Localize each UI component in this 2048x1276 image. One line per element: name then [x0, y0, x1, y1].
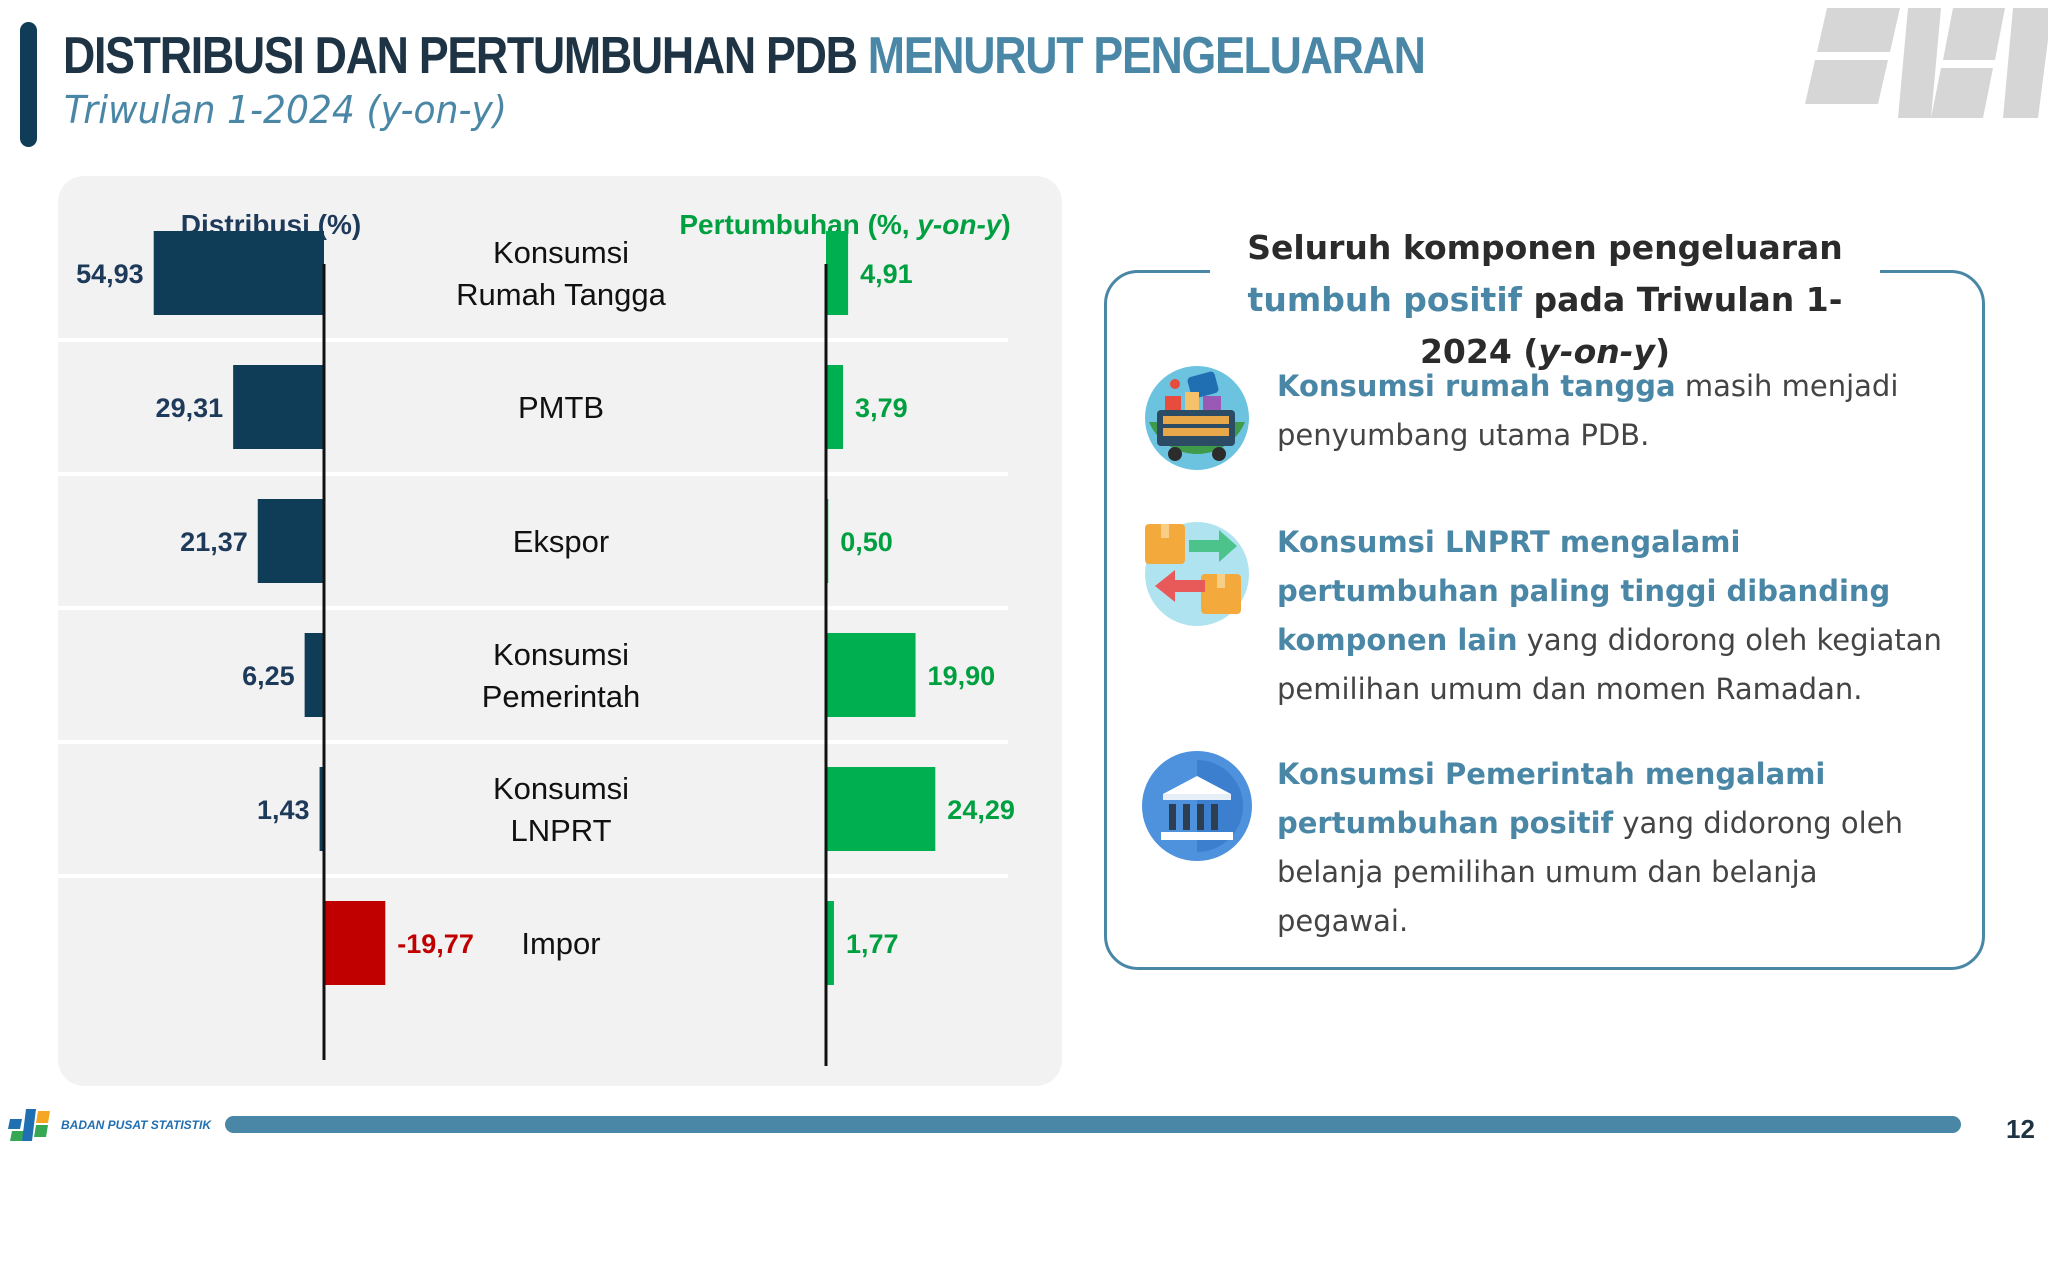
pertumbuhan-value-label: 4,91 — [860, 259, 913, 289]
footer-bar — [225, 1116, 1961, 1133]
category-label: Rumah Tangga — [456, 277, 666, 312]
pertumbuhan-value-label: 3,79 — [855, 393, 908, 423]
summary-heading-part: pada Triwulan 1-2024 ( — [1419, 280, 1843, 371]
summary-item-text: Konsumsi LNPRT mengalami pertumbuhan pal… — [1277, 525, 1942, 706]
category-label: Ekspor — [513, 524, 609, 559]
bps-logo-icon — [8, 1109, 50, 1141]
distribusi-bar — [319, 767, 324, 851]
distribusi-bar — [153, 231, 324, 315]
category-label: LNPRT — [510, 813, 611, 848]
distribusi-value-label: 29,31 — [156, 393, 224, 423]
pertumbuhan-bar — [826, 901, 834, 985]
distribusi-value-label: 6,25 — [242, 661, 295, 691]
page-number: 12 — [2006, 1114, 2035, 1144]
chart-panel: Distribusi (%) Pertumbuhan (%, y-on-y) 54,… — [58, 176, 1062, 1086]
distribusi-bar — [233, 365, 324, 449]
pertumbuhan-value-label: 24,29 — [947, 795, 1015, 825]
summary-item-text: Konsumsi rumah tangga masih menjadi peny… — [1277, 369, 1899, 452]
page-title: DISTRIBUSI DAN PERTUMBUHAN PDB MENURUT P… — [63, 27, 1426, 85]
pertumbuhan-bar — [826, 365, 844, 449]
summary-heading: Seluruh komponen pengeluaran tumbuh posi… — [1210, 222, 1880, 378]
category-label: Konsumsi — [493, 637, 629, 672]
government-building-icon — [1142, 751, 1252, 861]
pertumbuhan-bar — [826, 231, 849, 315]
distribusi-value-label: -19,77 — [397, 929, 474, 959]
pertumbuhan-value-label: 19,90 — [928, 661, 996, 691]
pertumbuhan-bar — [826, 633, 916, 717]
summary-heading-part: ) — [1654, 332, 1671, 371]
footer-org-label: BADAN PUSAT STATISTIK — [61, 1118, 211, 1132]
category-label: PMTB — [518, 390, 604, 425]
summary-item-text: Konsumsi Pemerintah mengalami pertumbuha… — [1277, 757, 1903, 938]
category-label: Pemerintah — [482, 679, 641, 714]
title-accent-bar — [20, 22, 37, 147]
pertumbuhan-series-header: Pertumbuhan (%, y-on-y) — [679, 209, 1010, 240]
bps-logo-watermark-icon — [1805, 8, 2048, 118]
distribusi-bar — [324, 901, 386, 985]
distribusi-value-label: 54,93 — [76, 259, 144, 289]
category-label: Konsumsi — [493, 771, 629, 806]
summary-heading-part: y-on-y — [1538, 332, 1655, 371]
category-label: Impor — [521, 926, 600, 961]
distribusi-bar — [257, 499, 324, 583]
pertumbuhan-bar — [826, 767, 936, 851]
page-subtitle: Triwulan 1-2024 (y-on-y) — [64, 88, 508, 132]
category-label: Konsumsi — [493, 235, 629, 270]
distribution-growth-chart: Distribusi (%) Pertumbuhan (%, y-on-y)54,… — [58, 209, 1015, 1066]
distribusi-value-label: 1,43 — [257, 795, 310, 825]
pertumbuhan-value-label: 1,77 — [846, 929, 899, 959]
distribusi-value-label: 21,37 — [180, 527, 248, 557]
summary-heading-part: tumbuh positif — [1247, 280, 1522, 319]
summary-heading-part: Seluruh komponen pengeluaran — [1247, 228, 1843, 267]
distribusi-bar — [304, 633, 324, 717]
exchange-boxes-icon — [1145, 522, 1249, 626]
shopping-cart-icon — [1145, 366, 1249, 470]
pertumbuhan-value-label: 0,50 — [840, 527, 893, 557]
